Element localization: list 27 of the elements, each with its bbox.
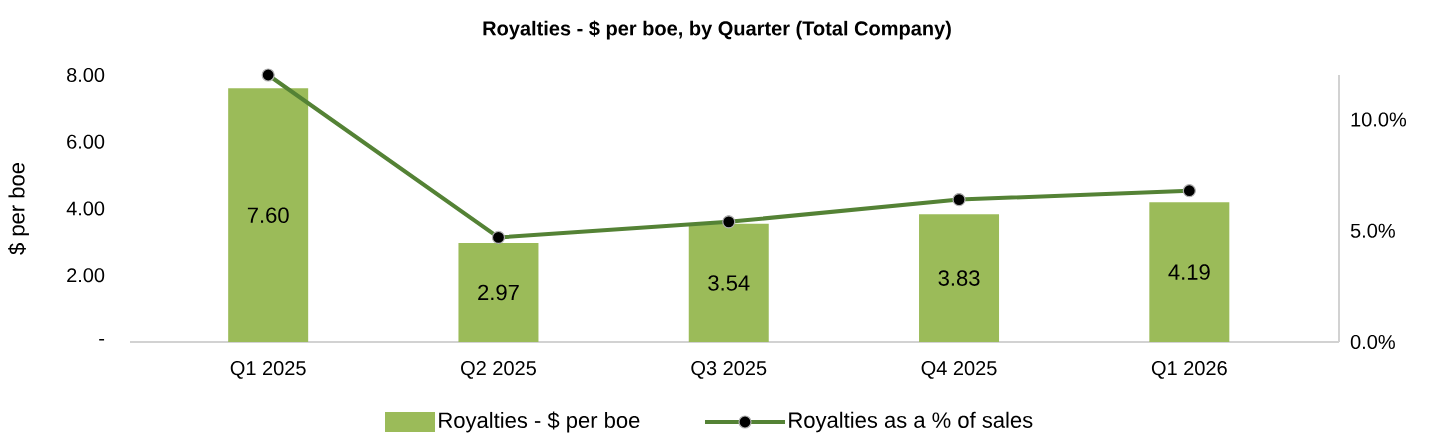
data-label: 3.54 — [708, 275, 750, 291]
data-label: 2.97 — [478, 284, 519, 301]
y-tick-label: 6.00 — [67, 134, 105, 149]
x-tick-label: Q4 2025 — [921, 361, 997, 379]
bar — [919, 214, 1000, 342]
y2-tick-label: 0.0% — [1350, 334, 1395, 350]
y2-tick-label: 10.0% — [1351, 112, 1407, 127]
bar — [1149, 202, 1230, 342]
y-axis-title: $ per boe — [8, 163, 29, 255]
x-tick-label: Q2 2025 — [461, 361, 536, 379]
legend-label: Royalties - $ per boe — [439, 411, 640, 433]
data-label: 7.60 — [247, 207, 289, 223]
chart-title: Royalties - $ per boe, by Quarter (Total Company) — [483, 20, 951, 40]
x-tick-label: Q3 2025 — [691, 361, 767, 379]
y-tick-label: 8.00 — [67, 67, 105, 83]
y2-tick-label: 5.0% — [1350, 223, 1395, 238]
data-label: 4.19 — [1168, 264, 1210, 280]
y-tick-label: 2.00 — [67, 268, 105, 283]
bar — [688, 223, 769, 342]
bar — [228, 88, 309, 342]
bar — [458, 242, 539, 342]
x-tick-label: Q1 2026 — [1151, 361, 1227, 379]
data-label: 3.83 — [938, 270, 980, 286]
y-tick-label: - — [99, 338, 105, 341]
x-tick-label: Q1 2025 — [230, 361, 306, 379]
y-tick-label: 4.00 — [66, 201, 105, 216]
legend-label: Royalties as a % of sales — [789, 411, 1033, 433]
